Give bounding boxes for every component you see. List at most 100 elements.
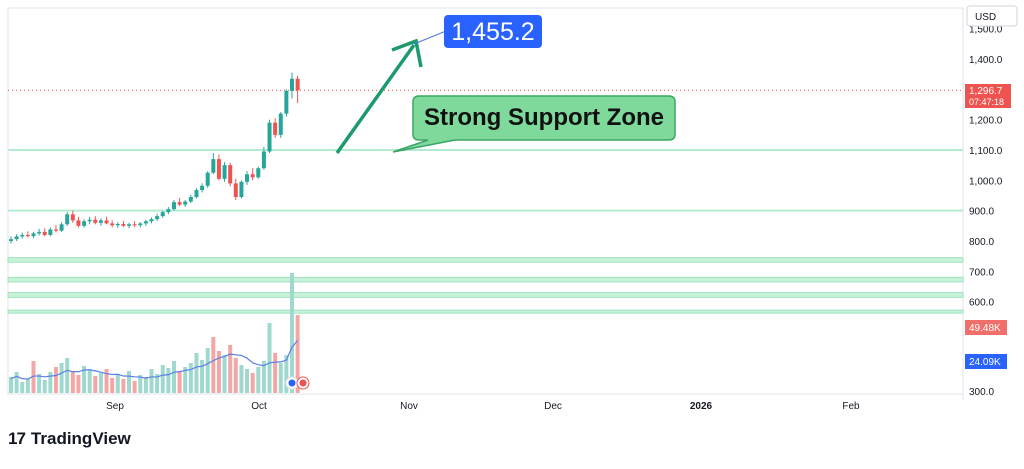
y-tick-label: 900.0 bbox=[969, 207, 994, 218]
volume-bar bbox=[65, 358, 70, 393]
target-leader-line bbox=[413, 30, 447, 45]
support-zone-band bbox=[7, 309, 964, 314]
y-tick-label: 1,400.0 bbox=[969, 55, 1003, 66]
volume-ma-box bbox=[965, 354, 1007, 369]
candle-body bbox=[37, 231, 42, 234]
y-tick-label: 1,100.0 bbox=[969, 146, 1003, 157]
volume-bar bbox=[177, 371, 182, 393]
candle-body bbox=[273, 122, 278, 135]
volume-bar bbox=[194, 353, 199, 393]
volume-bar bbox=[211, 337, 216, 393]
candle-body bbox=[160, 212, 165, 217]
volume-bar bbox=[76, 375, 81, 393]
support-zone-band bbox=[7, 257, 964, 263]
volume-bar bbox=[222, 355, 227, 393]
volume-bar bbox=[93, 376, 98, 393]
candle-body bbox=[76, 220, 81, 226]
volume-bar bbox=[216, 351, 221, 393]
volume-bar bbox=[239, 365, 244, 393]
volume-bar bbox=[205, 348, 210, 393]
candle-body bbox=[171, 202, 176, 210]
candle-body bbox=[228, 165, 233, 184]
candle-body bbox=[284, 90, 289, 114]
candle-body bbox=[20, 234, 25, 237]
candle-body bbox=[245, 174, 250, 182]
target-price-label: 1,455.2 bbox=[451, 18, 534, 46]
volume-last-box bbox=[965, 320, 1007, 335]
support-callout-label: Strong Support Zone bbox=[424, 104, 664, 131]
candle-body bbox=[278, 113, 283, 135]
volume-bar bbox=[290, 273, 294, 393]
candle-body bbox=[188, 197, 193, 202]
brand-name: TradingView bbox=[30, 429, 131, 448]
candle-body bbox=[143, 221, 148, 224]
volume-bar bbox=[132, 381, 137, 393]
volume-bar bbox=[37, 374, 42, 393]
current-price-label: 1,296.7 bbox=[969, 86, 1003, 97]
volume-bar bbox=[228, 345, 233, 393]
projection-arrow-shaft bbox=[335, 43, 416, 155]
x-tick-label: Oct bbox=[251, 401, 267, 412]
x-tick-label: Dec bbox=[544, 401, 562, 412]
volume-bar bbox=[115, 374, 120, 393]
currency-button[interactable] bbox=[966, 5, 1018, 27]
candle-body bbox=[211, 159, 216, 173]
candle-body bbox=[115, 224, 120, 226]
support-callout[interactable] bbox=[392, 95, 676, 153]
volume-ma-line bbox=[10, 340, 299, 380]
volume-bar bbox=[25, 379, 30, 393]
x-tick-label: Sep bbox=[106, 401, 124, 412]
candle-body bbox=[239, 181, 244, 198]
y-tick-label: 1,200.0 bbox=[969, 116, 1003, 127]
candle-body bbox=[250, 174, 255, 178]
candle-body bbox=[200, 185, 205, 191]
volume-bar bbox=[160, 365, 165, 393]
volume-bar bbox=[31, 361, 36, 393]
volume-bar bbox=[59, 363, 64, 393]
candle-body bbox=[216, 159, 221, 179]
volume-bar bbox=[166, 368, 171, 393]
candle-body bbox=[82, 221, 87, 226]
volume-bar bbox=[284, 355, 289, 393]
volume-bar bbox=[110, 378, 115, 393]
x-tick-label: Nov bbox=[400, 401, 418, 412]
candle-body bbox=[194, 190, 199, 198]
candle-body bbox=[31, 233, 36, 237]
candle-body bbox=[42, 231, 47, 235]
target-price-box[interactable] bbox=[444, 15, 542, 48]
bar-countdown-label: 07:47:18 bbox=[969, 97, 1004, 107]
earnings-event-icon-inner bbox=[288, 379, 296, 387]
candle-body bbox=[267, 122, 272, 152]
volume-bar bbox=[256, 367, 261, 393]
volume-bar bbox=[261, 361, 266, 393]
volume-bar bbox=[273, 353, 278, 393]
volume-bar bbox=[20, 382, 25, 393]
volume-bar bbox=[48, 372, 53, 393]
volume-bar bbox=[138, 375, 143, 393]
volume-bar bbox=[183, 367, 188, 393]
currency-label: USD bbox=[975, 12, 996, 23]
candle-body bbox=[155, 216, 160, 220]
candle-body bbox=[110, 223, 115, 226]
volume-bar bbox=[14, 372, 19, 393]
candle-body bbox=[222, 165, 227, 179]
candle-body bbox=[295, 78, 300, 91]
volume-bar bbox=[42, 380, 47, 393]
candle-body bbox=[9, 239, 13, 241]
support-zone-band bbox=[7, 276, 964, 283]
y-tick-label: 600.0 bbox=[969, 298, 994, 309]
candle-body bbox=[104, 220, 109, 224]
candle-body bbox=[132, 224, 137, 226]
volume-bar bbox=[250, 373, 255, 393]
volume-bar bbox=[233, 358, 238, 393]
candle-body bbox=[14, 236, 19, 240]
candle-body bbox=[59, 224, 64, 231]
volume-bar bbox=[82, 366, 87, 393]
x-tick-label: Feb bbox=[842, 401, 860, 412]
tradingview-logo[interactable]: 17 TradingView bbox=[8, 429, 131, 449]
dividend-event-icon-inner bbox=[299, 379, 307, 387]
projection-arrow-head bbox=[391, 38, 423, 68]
volume-bar bbox=[188, 363, 193, 393]
